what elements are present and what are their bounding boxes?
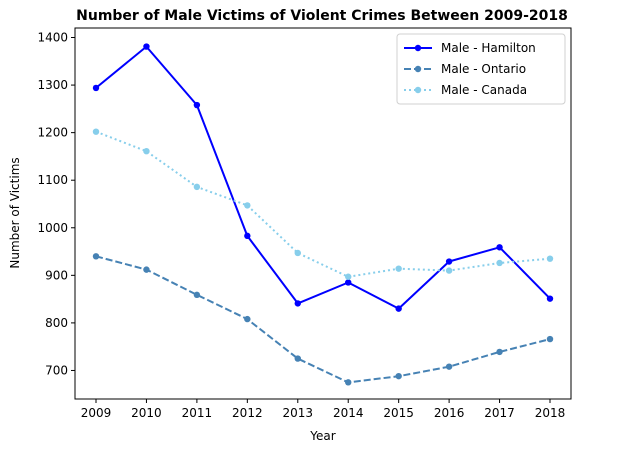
data-point [496, 259, 503, 267]
data-point [546, 255, 554, 262]
data-point [244, 315, 251, 323]
data-point [244, 202, 251, 209]
series-2 [92, 253, 554, 386]
data-point [345, 379, 352, 386]
x-axis: 2009 2010 2011 2012 2013 2014 2015 2016 2017 2018 [81, 399, 566, 420]
data-point [294, 355, 301, 362]
x-tick-label: 2015 [383, 406, 414, 420]
data-point [496, 244, 503, 251]
data-point [546, 335, 554, 343]
data-point [546, 295, 554, 302]
data-point [193, 291, 201, 299]
y-tick-label: 1100 [37, 173, 68, 187]
y-tick-label: 1400 [37, 31, 68, 45]
y-tick-label: 1200 [37, 126, 68, 140]
data-point [92, 253, 100, 260]
data-point [395, 372, 402, 380]
data-point [92, 128, 100, 135]
x-tick-label: 2009 [81, 406, 112, 420]
legend-label: Male - Hamilton [441, 41, 536, 55]
y-tick-label: 1000 [37, 221, 68, 235]
plot-frame [74, 27, 572, 400]
y-tick-label: 900 [45, 268, 68, 282]
data-point [294, 249, 301, 257]
x-tick-label: 2014 [333, 406, 364, 420]
data-point [395, 265, 402, 272]
data-point [496, 348, 503, 356]
data-point [345, 273, 352, 280]
legend-box [396, 33, 566, 105]
legend-marker [414, 44, 422, 52]
x-tick-label: 2016 [434, 406, 465, 420]
data-point [445, 363, 453, 370]
legend-label: Male - Canada [441, 83, 527, 97]
data-point [92, 84, 100, 92]
data-point [345, 279, 352, 286]
series-line [95, 45, 551, 310]
x-tick-label: 2017 [484, 406, 515, 420]
legend-marker [414, 86, 422, 94]
y-tick-label: 800 [45, 316, 68, 330]
data-point [143, 147, 150, 155]
y-axis: 700 800 900 1000 1100 1200 1300 1400 [37, 31, 75, 377]
legend-entry: Male - Canada [404, 83, 527, 97]
data-point [193, 101, 201, 109]
x-tick-label: 2012 [232, 406, 263, 420]
data-point [294, 300, 301, 307]
data-point [395, 305, 402, 312]
legend: Male - Hamilton Male - Ontario Male - Cana… [396, 33, 566, 105]
x-tick-label: 2018 [535, 406, 566, 420]
series-layer [92, 43, 554, 386]
y-tick-label: 1300 [37, 78, 68, 92]
legend-entry: Male - Hamilton [404, 41, 536, 55]
legend-marker [414, 65, 422, 73]
x-tick-label: 2011 [182, 406, 213, 420]
data-point [445, 267, 453, 274]
series-line [95, 130, 551, 278]
data-point [143, 43, 150, 50]
legend-entry: Male - Ontario [404, 62, 526, 76]
y-tick-label: 700 [45, 363, 68, 377]
series-line [95, 255, 551, 384]
x-axis-label: Year [309, 429, 335, 443]
data-point [193, 183, 201, 191]
x-tick-label: 2013 [283, 406, 314, 420]
chart-title: Number of Male Victims of Violent Crimes… [76, 8, 568, 24]
x-tick-label: 2010 [131, 406, 162, 420]
data-point [445, 258, 453, 265]
data-point [244, 232, 251, 240]
series-3 [92, 128, 554, 280]
legend-label: Male - Ontario [441, 62, 526, 76]
y-axis-label: Number of Victims [8, 157, 22, 268]
series-1 [92, 43, 554, 312]
data-point [143, 266, 150, 273]
